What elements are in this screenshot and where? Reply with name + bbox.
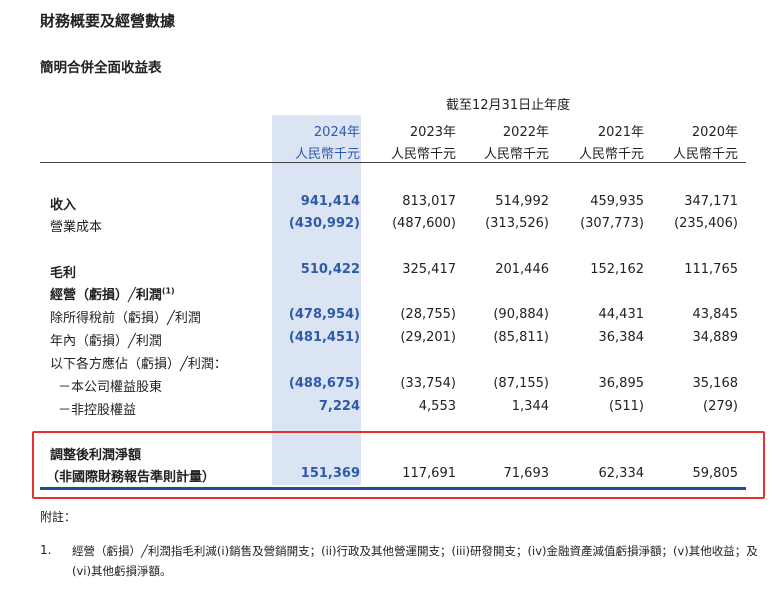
- cell-revenue-2023: 813,017: [402, 194, 456, 209]
- cell-noncontrolling-2020: (279): [703, 399, 738, 414]
- col-year-2023: 2023年: [409, 125, 456, 140]
- row-label-operating-text: 經營（虧損）╱利潤: [50, 288, 162, 303]
- cell-adjusted-2023: 117,691: [402, 466, 456, 481]
- row-label-year: 年內（虧損）╱利潤: [50, 334, 162, 349]
- current-year-highlight: [272, 115, 361, 485]
- row-label-pretax: 除所得稅前（虧損）╱利潤: [50, 311, 201, 326]
- cell-revenue-2021: 459,935: [590, 194, 644, 209]
- cell-revenue-2022: 514,992: [495, 194, 549, 209]
- row-label-gross-profit: 毛利: [50, 266, 77, 281]
- cell-equity-holders-2020: 35,168: [692, 376, 739, 391]
- cell-noncontrolling-2021: (511): [609, 399, 644, 414]
- cell-year-2023: (29,201): [400, 330, 456, 345]
- cell-gross-profit-2021: 152,162: [590, 262, 644, 277]
- col-year-2020: 2020年: [691, 125, 738, 140]
- cell-cost-2023: (487,600): [392, 216, 456, 231]
- cell-year-2024: (481,451): [288, 330, 360, 345]
- col-year-2021: 2021年: [597, 125, 644, 140]
- cell-noncontrolling-2023: 4,553: [418, 399, 456, 414]
- row-label-non-ifrs: （非國際財務報告準則計量）: [46, 470, 216, 485]
- note-text: 經營（虧損）╱利潤指毛利減(i)銷售及營銷開支；(ii)行政及其他營運開支；(i…: [72, 544, 758, 578]
- row-label-equity-holders: －本公司權益股東: [58, 380, 163, 395]
- cell-pretax-2022: (90,884): [493, 307, 549, 322]
- cell-adjusted-2020: 59,805: [692, 466, 739, 481]
- cell-pretax-2024: (478,954): [288, 307, 360, 322]
- cell-gross-profit-2022: 201,446: [495, 262, 549, 277]
- col-unit-2020: 人民幣千元: [672, 147, 738, 162]
- cell-equity-holders-2023: (33,754): [400, 376, 456, 391]
- cell-revenue-2020: 347,171: [684, 194, 738, 209]
- cell-revenue-2024: 941,414: [300, 194, 360, 209]
- cell-cost-2024: (430,992): [288, 216, 360, 231]
- cell-year-2020: 34,889: [692, 330, 739, 345]
- cell-noncontrolling-2022: 1,344: [511, 399, 549, 414]
- col-unit-2023: 人民幣千元: [390, 147, 456, 162]
- row-label-attributable: 以下各方應佔（虧損）╱利潤：: [50, 357, 227, 372]
- table-bottom-rule: [40, 487, 746, 490]
- highlight-box-adjusted-profit: [32, 431, 765, 499]
- cell-equity-holders-2021: 36,895: [598, 376, 645, 391]
- col-year-2024: 2024年: [313, 125, 360, 140]
- cell-year-2021: 36,384: [598, 330, 645, 345]
- row-label-noncontrolling: －非控股權益: [58, 403, 137, 418]
- cell-cost-2020: (235,406): [674, 216, 738, 231]
- col-unit-2022: 人民幣千元: [483, 147, 549, 162]
- row-label-cost: 營業成本: [50, 220, 103, 235]
- header-rule: [40, 162, 746, 163]
- footnote-marker: (1): [161, 286, 175, 296]
- col-unit-2021: 人民幣千元: [578, 147, 644, 162]
- row-label-adjusted-profit: 調整後利潤淨額: [50, 448, 142, 463]
- cell-noncontrolling-2024: 7,224: [318, 399, 360, 414]
- note-number: 1.: [40, 543, 52, 557]
- cell-adjusted-2022: 71,693: [503, 466, 550, 481]
- cell-equity-holders-2024: (488,675): [288, 376, 360, 391]
- col-unit-2024: 人民幣千元: [294, 147, 360, 162]
- cell-gross-profit-2020: 111,765: [684, 262, 738, 277]
- cell-year-2022: (85,811): [493, 330, 549, 345]
- period-label: 截至12月31日止年度: [446, 98, 571, 113]
- table-title: 簡明合併全面收益表: [40, 60, 162, 76]
- cell-gross-profit-2024: 510,422: [300, 262, 360, 277]
- row-label-revenue: 收入: [50, 198, 77, 213]
- cell-adjusted-2021: 62,334: [598, 466, 645, 481]
- cell-pretax-2020: 43,845: [692, 307, 739, 322]
- cell-equity-holders-2022: (87,155): [493, 376, 549, 391]
- page-title: 財務概要及經營數據: [40, 12, 176, 30]
- cell-adjusted-2024: 151,369: [300, 466, 360, 481]
- row-label-operating: 經營（虧損）╱利潤(1): [50, 284, 175, 303]
- cell-pretax-2021: 44,431: [598, 307, 645, 322]
- col-year-2022: 2022年: [502, 125, 549, 140]
- cell-gross-profit-2023: 325,417: [402, 262, 456, 277]
- cell-cost-2021: (307,773): [580, 216, 644, 231]
- notes-heading: 附註：: [40, 510, 77, 524]
- cell-cost-2022: (313,526): [485, 216, 549, 231]
- cell-pretax-2023: (28,755): [400, 307, 456, 322]
